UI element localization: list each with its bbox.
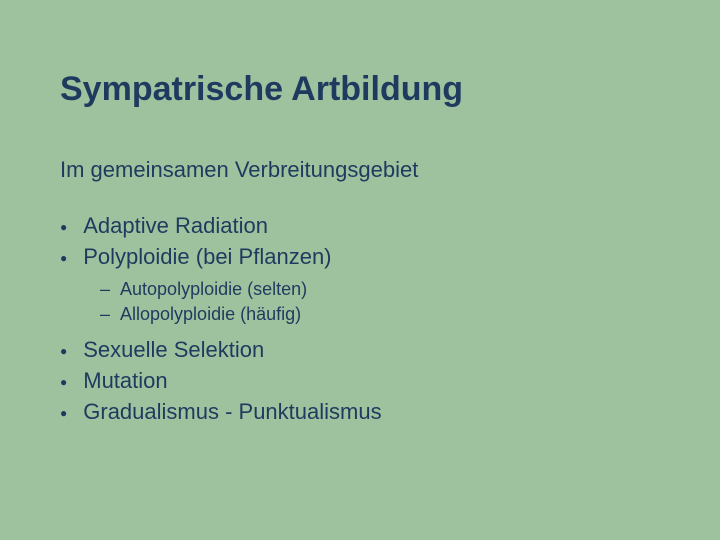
list-item: ● Adaptive Radiation [60,213,660,240]
bullet-icon: ● [60,216,67,238]
dash-icon: – [100,304,110,325]
slide-subtitle: Im gemeinsamen Verbreitungsgebiet [60,157,660,183]
bullet-icon: ● [60,371,67,393]
list-item-label: Adaptive Radiation [83,213,268,239]
bullet-icon: ● [60,247,67,269]
bullet-icon: ● [60,402,67,424]
slide-title: Sympatrische Artbildung [60,70,660,109]
bullet-list: ● Sexuelle Selektion ● Mutation ● Gradua… [60,337,660,426]
sub-bullet-list: – Autopolyploidie (selten) – Allopolyplo… [100,279,660,325]
list-item-label: Polyploidie (bei Pflanzen) [83,244,331,270]
sub-list-item-label: Allopolyploidie (häufig) [120,304,301,325]
sub-list-item-label: Autopolyploidie (selten) [120,279,307,300]
list-item: ● Gradualismus - Punktualismus [60,399,660,426]
slide: Sympatrische Artbildung Im gemeinsamen V… [0,0,720,540]
list-item: ● Mutation [60,368,660,395]
list-item-label: Sexuelle Selektion [83,337,264,363]
list-item: ● Polyploidie (bei Pflanzen) [60,244,660,271]
sub-list-item: – Autopolyploidie (selten) [100,279,660,300]
list-item: ● Sexuelle Selektion [60,337,660,364]
dash-icon: – [100,279,110,300]
bullet-list: ● Adaptive Radiation ● Polyploidie (bei … [60,213,660,271]
sub-list-item: – Allopolyploidie (häufig) [100,304,660,325]
list-item-label: Gradualismus - Punktualismus [83,399,381,425]
bullet-icon: ● [60,340,67,362]
list-item-label: Mutation [83,368,167,394]
